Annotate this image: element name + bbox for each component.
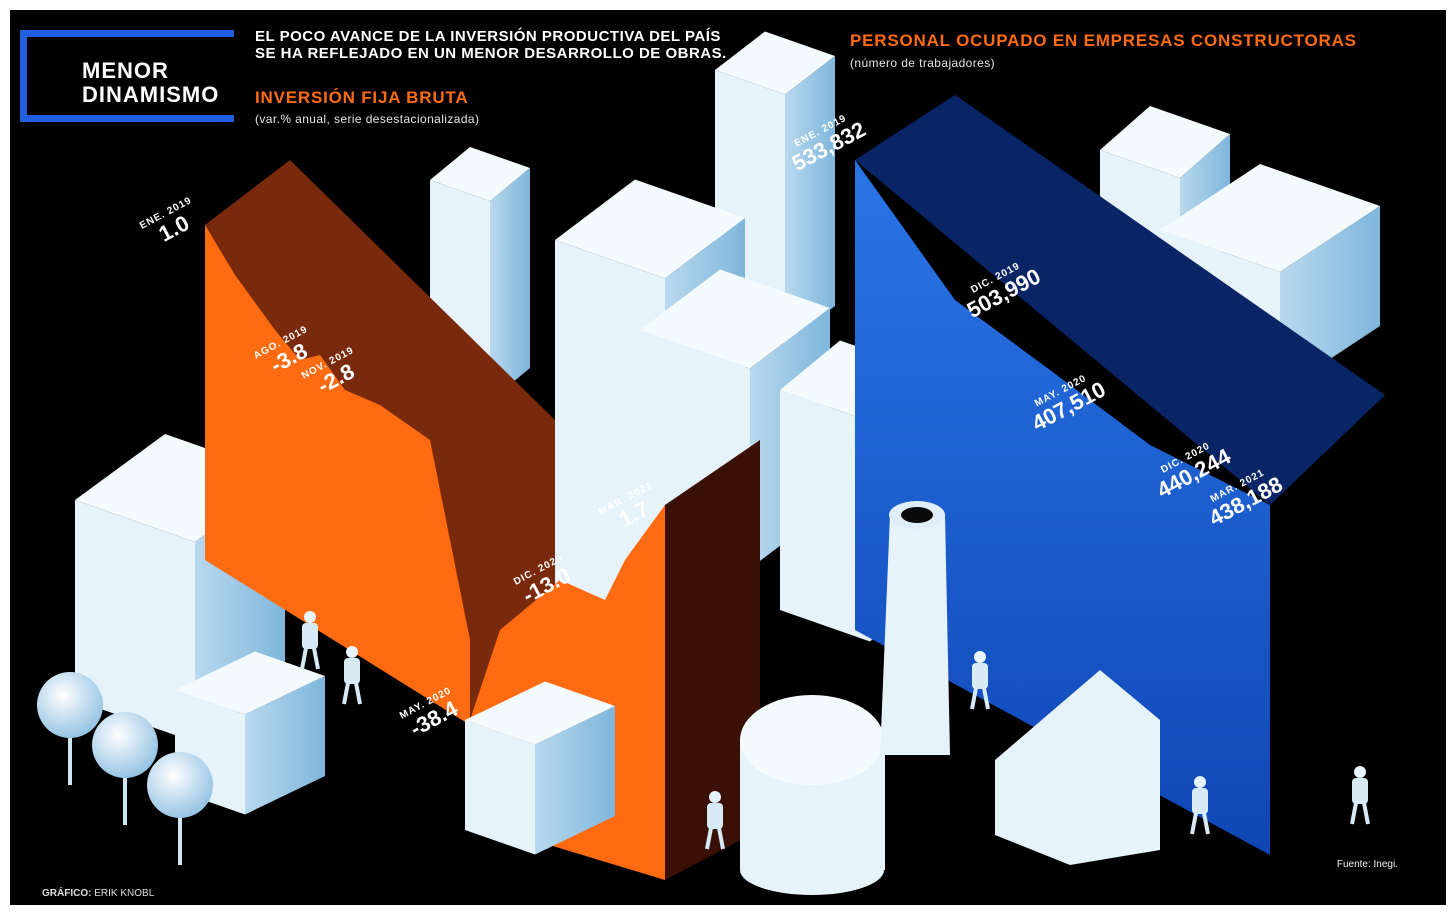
tower-center-side — [785, 56, 835, 345]
pedestrian-head — [709, 791, 721, 803]
employment-depth — [855, 95, 1385, 505]
pedestrian-leg — [970, 687, 978, 710]
header-line-2: DINAMISMO — [82, 82, 220, 107]
pedestrian — [300, 611, 320, 670]
building-right-top-2-top — [1160, 164, 1380, 272]
cube-left-top — [175, 651, 325, 715]
pedestrian-body — [344, 658, 360, 684]
pedestrian-leg — [705, 827, 713, 850]
cube-center-side — [535, 706, 615, 855]
pedestrian — [970, 651, 990, 710]
cube-center-face — [465, 720, 535, 855]
investment-chart-subtitle: (var.% anual, serie desestacionalizada) — [255, 112, 480, 126]
house — [995, 670, 1160, 865]
house-body — [995, 670, 1160, 865]
lead-line-2: SE HA REFLEJADO EN UN MENOR DESARROLLO D… — [255, 45, 727, 62]
pedestrian-leg — [354, 682, 362, 705]
building-mid-top — [640, 269, 830, 369]
tree-crown — [37, 672, 103, 738]
pedestrian-leg — [1190, 812, 1198, 835]
pedestrian-body — [707, 803, 723, 829]
tree-crown — [92, 712, 158, 778]
pedestrian-leg — [1350, 802, 1358, 825]
pedestrian — [1190, 776, 1210, 835]
building-center-top — [555, 179, 745, 279]
credit-label: GRÁFICO: — [42, 888, 92, 899]
cube-left — [175, 651, 325, 815]
cube-left-side — [245, 676, 325, 815]
cylinder-base — [740, 845, 884, 895]
employment-chart — [855, 95, 1385, 855]
header-box: MENOR DINAMISMO — [20, 30, 234, 122]
pedestrian-leg — [300, 647, 308, 670]
lead-line-1: EL POCO AVANCE DE LA INVERSIÓN PRODUCTIV… — [255, 28, 721, 45]
pedestrian-leg — [717, 827, 725, 850]
cube-center — [465, 681, 615, 855]
pedestrian-head — [346, 646, 358, 658]
employment-chart-title: PERSONAL OCUPADO EN EMPRESAS CONSTRUCTOR… — [850, 31, 1357, 50]
chimney-body — [880, 515, 950, 755]
investment-chart-title: INVERSIÓN FIJA BRUTA — [255, 88, 469, 107]
pedestrian-head — [1194, 776, 1206, 788]
pedestrian-leg — [312, 647, 320, 670]
pedestrian-body — [302, 623, 318, 649]
tree — [92, 712, 158, 825]
pedestrian-body — [1192, 788, 1208, 814]
pedestrian-body — [1352, 778, 1368, 804]
building-back-left-side — [490, 168, 530, 401]
investment-front — [205, 225, 470, 725]
pedestrian-leg — [342, 682, 350, 705]
pedestrian-leg — [1202, 812, 1210, 835]
building-center-face — [555, 240, 665, 639]
building-tall-mid-face — [780, 390, 870, 642]
tower-center-top — [715, 31, 835, 95]
chimney-hole — [901, 507, 933, 523]
pedestrian-head — [974, 651, 986, 663]
lead-text: EL POCO AVANCE DE LA INVERSIÓN PRODUCTIV… — [255, 28, 727, 62]
cylinder-top — [740, 695, 884, 785]
tree-crown — [147, 752, 213, 818]
employment-chart-subtitle: (número de trabajadores) — [850, 56, 996, 70]
pedestrian-body — [972, 663, 988, 689]
pedestrian — [1350, 766, 1370, 825]
building-right-top-1-top — [1100, 106, 1230, 178]
pedestrian-leg — [982, 687, 990, 710]
investment-chart — [205, 160, 760, 880]
building-left-face — [75, 500, 195, 742]
building-back-left-top — [430, 147, 530, 201]
credit-name: ERIK KNOBL — [94, 888, 155, 899]
credit: GRÁFICO: ERIK KNOBL — [42, 888, 154, 899]
cylinder — [740, 695, 885, 895]
employment-front — [855, 160, 1270, 855]
pedestrian — [705, 791, 725, 850]
cube-center-top — [465, 681, 615, 745]
pedestrian — [342, 646, 362, 705]
pedestrian-head — [304, 611, 316, 623]
pedestrian-leg — [1362, 802, 1370, 825]
chimney — [880, 501, 950, 755]
source: Fuente: Inegi. — [1336, 859, 1398, 870]
tree — [37, 672, 103, 785]
tree — [147, 752, 213, 865]
header-line-1: MENOR — [82, 58, 169, 83]
investment-wall — [665, 440, 760, 880]
pedestrian-head — [1354, 766, 1366, 778]
